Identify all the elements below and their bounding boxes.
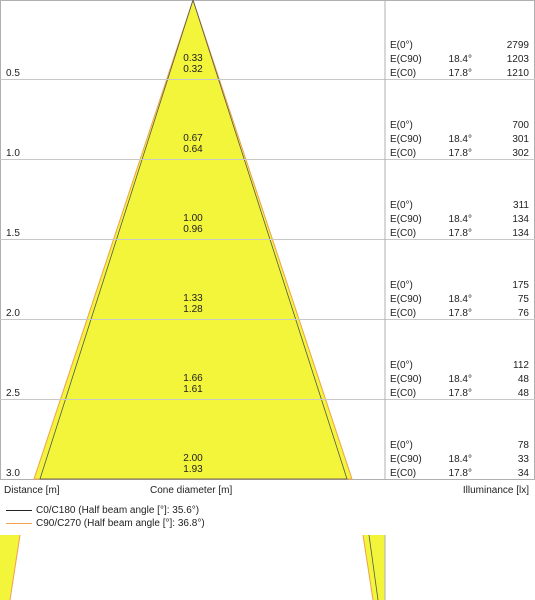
illuminance-label-c90: E(C90) bbox=[390, 374, 422, 385]
illuminance-value-c0: 76 bbox=[518, 308, 530, 319]
illuminance-value-c90: 1203 bbox=[507, 54, 530, 65]
cone-diameter-c0: 0.96 bbox=[183, 224, 203, 235]
cone-diameter-c0: 1.93 bbox=[183, 464, 203, 475]
cone-diameter-c90: 0.33 bbox=[183, 53, 203, 64]
illuminance-value-c90: 48 bbox=[518, 374, 530, 385]
cone-diameter-c0: 1.28 bbox=[183, 304, 203, 315]
angle-c90: 18.4° bbox=[449, 134, 472, 145]
illuminance-value-e0: 2799 bbox=[507, 40, 530, 51]
distance-label: 2.0 bbox=[6, 308, 20, 319]
cone-diameter-c0: 0.32 bbox=[183, 64, 203, 75]
illuminance-value-e0: 112 bbox=[513, 360, 529, 371]
axis-label-cone-diameter: Cone diameter [m] bbox=[150, 485, 233, 496]
cone-diameter-c90: 1.33 bbox=[183, 293, 203, 304]
illuminance-label-c90: E(C90) bbox=[390, 294, 422, 305]
illuminance-value-e0: 311 bbox=[513, 200, 529, 211]
illuminance-value-e0: 78 bbox=[518, 440, 530, 451]
angle-c90: 18.4° bbox=[449, 374, 472, 385]
angle-c90: 18.4° bbox=[449, 454, 472, 465]
cone-diameter-c0: 1.61 bbox=[183, 384, 203, 395]
cone-fragment-left bbox=[0, 535, 20, 600]
distance-label: 2.5 bbox=[6, 388, 20, 399]
illuminance-value-c90: 75 bbox=[518, 294, 530, 305]
cone-fragment-right-edge bbox=[362, 534, 374, 600]
illuminance-label-c0: E(C0) bbox=[390, 388, 416, 399]
angle-c0: 17.8° bbox=[449, 228, 472, 239]
cone-diameter-c90: 1.00 bbox=[183, 213, 203, 224]
illuminance-label-c90: E(C90) bbox=[390, 214, 422, 225]
illuminance-label-c0: E(C0) bbox=[390, 148, 416, 159]
illuminance-value-e0: 700 bbox=[512, 120, 529, 131]
distance-gridlines bbox=[0, 79, 535, 400]
legend-swatch-c0 bbox=[6, 509, 32, 511]
illuminance-label-c0: E(C0) bbox=[390, 68, 416, 79]
illuminance-value-c90: 301 bbox=[512, 134, 529, 145]
illuminance-label-e0: E(0°) bbox=[390, 280, 413, 291]
illuminance-value-c0: 34 bbox=[518, 468, 530, 479]
illuminance-value-c0: 1210 bbox=[507, 68, 530, 79]
illuminance-label-e0: E(0°) bbox=[390, 440, 413, 451]
illuminance-value-c90: 33 bbox=[518, 454, 530, 465]
illuminance-value-c0: 134 bbox=[512, 228, 529, 239]
cone-diameter-c90: 2.00 bbox=[183, 453, 203, 464]
illuminance-label-e0: E(0°) bbox=[390, 120, 413, 131]
cone-diameter-c90: 1.66 bbox=[183, 373, 203, 384]
illuminance-label-c0: E(C0) bbox=[390, 228, 416, 239]
distance-label: 1.0 bbox=[6, 148, 20, 159]
legend-text-c90: C90/C270 (Half beam angle [°]: 36.8°) bbox=[36, 518, 205, 529]
axis-label-distance: Distance [m] bbox=[4, 485, 60, 496]
cone-fragment-left-edge bbox=[9, 534, 21, 600]
axis-label-illuminance: Illuminance [lx] bbox=[462, 485, 529, 496]
angle-c0: 17.8° bbox=[449, 468, 472, 479]
legend-item-c0: C0/C180 (Half beam angle [°]: 35.6°) bbox=[6, 505, 199, 517]
angle-c0: 17.8° bbox=[449, 388, 472, 399]
angle-c90: 18.4° bbox=[449, 54, 472, 65]
angle-c0: 17.8° bbox=[449, 148, 472, 159]
illuminance-label-e0: E(0°) bbox=[390, 360, 413, 371]
illuminance-label-c90: E(C90) bbox=[390, 134, 422, 145]
angle-c90: 18.4° bbox=[449, 294, 472, 305]
legend-text-c0: C0/C180 (Half beam angle [°]: 35.6°) bbox=[36, 505, 200, 516]
cone-diameter-c90: 0.67 bbox=[183, 133, 203, 144]
angle-c0: 17.8° bbox=[449, 308, 472, 319]
distance-label: 1.5 bbox=[6, 228, 20, 239]
illuminance-label-c90: E(C90) bbox=[390, 454, 422, 465]
illuminance-value-c90: 134 bbox=[512, 214, 529, 225]
illuminance-value-e0: 175 bbox=[512, 280, 529, 291]
illuminance-label-e0: E(0°) bbox=[390, 200, 413, 211]
illuminance-label-c0: E(C0) bbox=[390, 308, 416, 319]
illuminance-label-e0: E(0°) bbox=[390, 40, 413, 51]
illuminance-label-c0: E(C0) bbox=[390, 468, 416, 479]
illuminance-value-c0: 302 bbox=[512, 148, 529, 159]
cone-fragment-right-edge2 bbox=[368, 534, 379, 600]
distance-label: 0.5 bbox=[6, 68, 20, 79]
distance-label: 3.0 bbox=[6, 468, 20, 479]
angle-c0: 17.8° bbox=[449, 68, 472, 79]
legend-item-c90: C90/C270 (Half beam angle [°]: 36.8°) bbox=[6, 518, 205, 530]
angle-c90: 18.4° bbox=[449, 214, 472, 225]
illuminance-value-c0: 48 bbox=[518, 388, 530, 399]
illuminance-label-c90: E(C90) bbox=[390, 54, 422, 65]
legend-swatch-c90 bbox=[6, 522, 32, 524]
cone-fragment-right bbox=[363, 535, 385, 600]
cone-diameter-c0: 0.64 bbox=[183, 144, 203, 155]
